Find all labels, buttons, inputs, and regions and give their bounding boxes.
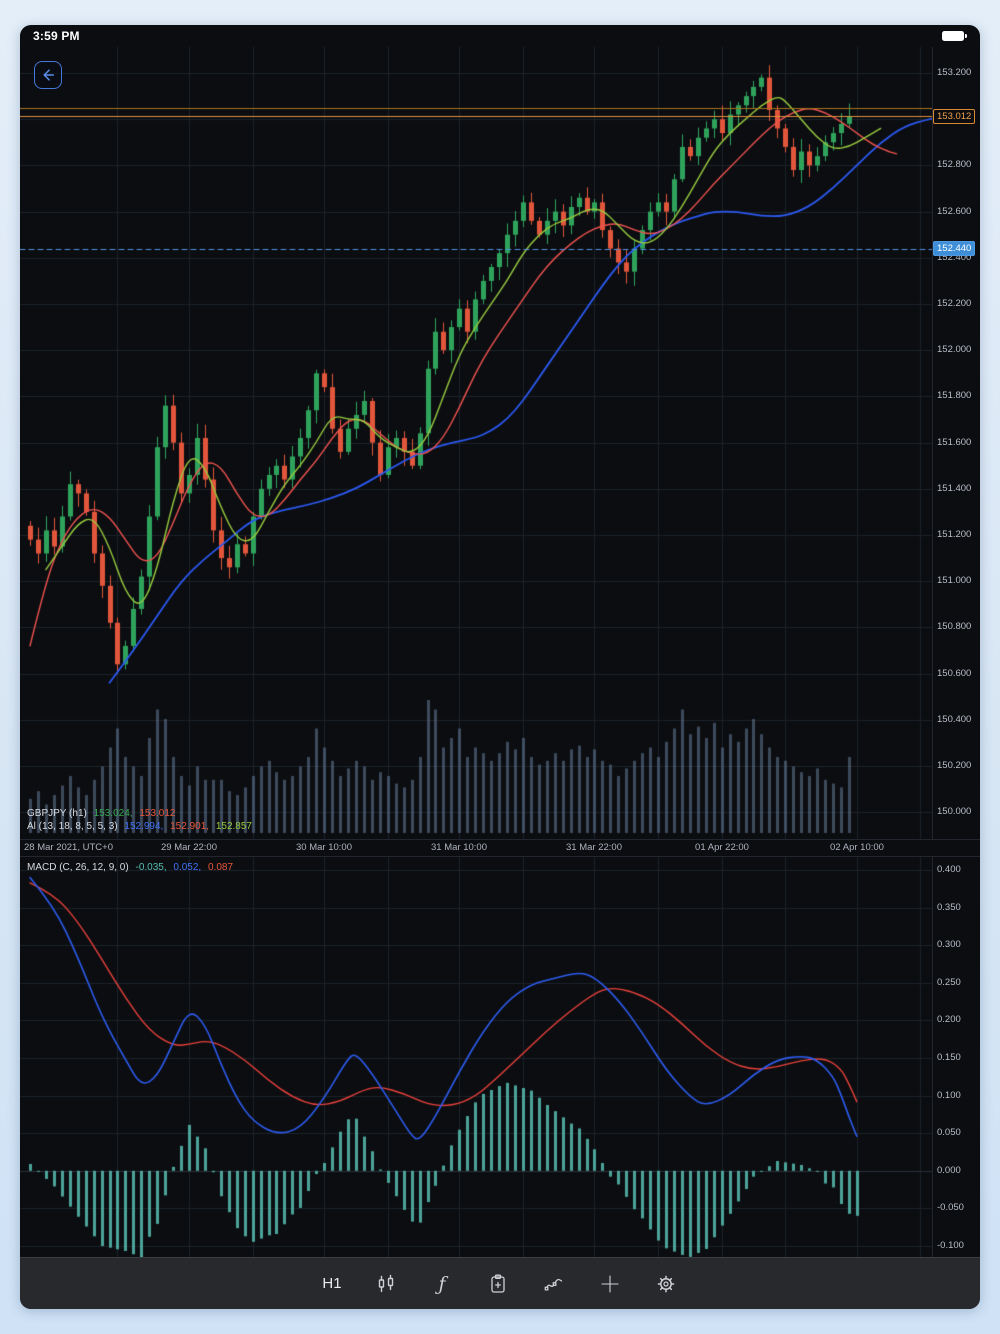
axis-tick-label: 0.400 bbox=[937, 864, 961, 875]
macd-line-value: 0.052, bbox=[173, 862, 202, 873]
axis-tick-label: 150.400 bbox=[937, 713, 972, 725]
macd-hist-value: -0.035, bbox=[135, 862, 167, 873]
main-chart-panel: 153.200153.000152.800152.600152.400152.2… bbox=[20, 47, 980, 839]
alligator-teeth-value: 152.901, bbox=[170, 821, 210, 832]
arrow-left-icon bbox=[43, 69, 54, 81]
price-chart-canvas[interactable] bbox=[20, 47, 932, 839]
axis-tick-label: 150.600 bbox=[937, 667, 972, 679]
gear-icon bbox=[657, 1275, 675, 1292]
macd-label: MACD (C, 26, 12, 9, 0) bbox=[27, 862, 129, 873]
alert-price-badge[interactable]: 152.440 bbox=[933, 241, 976, 256]
symbol-label: GBPJPY (h1) bbox=[27, 808, 87, 819]
axis-tick-label: 0.000 bbox=[937, 1164, 961, 1176]
legend-close-1: 153.024, bbox=[93, 808, 133, 819]
axis-tick-label: 153.200 bbox=[937, 67, 972, 78]
axis-tick-label: 150.000 bbox=[937, 806, 972, 818]
current-price-badge: 153.012 bbox=[933, 109, 976, 124]
legend-close-2: 153.012 bbox=[139, 808, 176, 819]
app-window: 3:59 PM 153.200153.000152.800152.600152.… bbox=[20, 25, 980, 1309]
battery-icon bbox=[942, 31, 967, 41]
candlestick-icon bbox=[378, 1274, 394, 1292]
time-axis-label: 29 Mar 22:00 bbox=[161, 842, 217, 853]
indicators-button[interactable]: ƒ bbox=[425, 1266, 459, 1302]
price-axis[interactable]: 153.200153.000152.800152.600152.400152.2… bbox=[933, 47, 980, 839]
bottom-toolbar: H1 ƒ bbox=[20, 1257, 980, 1309]
alligator-label: Al (13, 18, 8, 5, 5, 3) bbox=[27, 821, 118, 832]
objects-button[interactable] bbox=[481, 1266, 515, 1302]
macd-legend: MACD (C, 26, 12, 9, 0) -0.035, 0.052, 0.… bbox=[27, 862, 233, 873]
symbol-legend: GBPJPY (h1) 153.024, 153.012 Al (13, 18,… bbox=[27, 807, 252, 833]
axis-separator bbox=[932, 857, 933, 1257]
axis-tick-label: 152.000 bbox=[937, 344, 972, 356]
axis-tick-label: 152.800 bbox=[937, 159, 972, 171]
time-axis-label: 30 Mar 10:00 bbox=[296, 842, 352, 853]
axis-tick-label: -0.100 bbox=[937, 1240, 964, 1251]
time-axis-label: 28 Mar 2021, UTC+0 bbox=[24, 842, 113, 853]
axis-tick-label: 150.800 bbox=[937, 621, 972, 633]
axis-tick-label: 151.600 bbox=[937, 436, 972, 448]
axis-tick-label: 151.000 bbox=[937, 575, 972, 587]
axis-tick-label: 152.200 bbox=[937, 298, 972, 309]
axis-separator bbox=[932, 47, 933, 839]
axis-tick-label: -0.050 bbox=[937, 1202, 964, 1214]
time-axis-label: 31 Mar 10:00 bbox=[431, 842, 487, 853]
macd-panel: 0.400 0.350 0.300 0.250 0.200 0.150 0.100 0.050… bbox=[20, 857, 980, 1257]
axis-tick-label: 0.300 bbox=[937, 939, 961, 951]
axis-tick-label: 151.400 bbox=[937, 482, 972, 494]
clipboard-plus-icon bbox=[491, 1274, 505, 1293]
status-time: 3:59 PM bbox=[33, 29, 80, 43]
axis-tick-label: 0.150 bbox=[937, 1052, 961, 1063]
status-bar: 3:59 PM bbox=[20, 25, 980, 47]
axis-tick-label: 0.200 bbox=[937, 1014, 961, 1026]
axis-tick-label: 152.600 bbox=[937, 205, 972, 217]
curve-drawing-icon bbox=[544, 1278, 563, 1290]
axis-tick-label: 151.200 bbox=[937, 529, 972, 540]
time-axis-label: 01 Apr 22:00 bbox=[695, 842, 749, 853]
time-axis[interactable]: 28 Mar 2021, UTC+0 29 Mar 22:00 30 Mar 10:… bbox=[20, 839, 980, 857]
alligator-lips-value: 152.857 bbox=[215, 821, 252, 832]
chart-type-button[interactable] bbox=[369, 1266, 403, 1302]
axis-tick-label: 0.350 bbox=[937, 901, 961, 913]
settings-button[interactable] bbox=[649, 1266, 683, 1302]
axis-tick-label: 0.100 bbox=[937, 1089, 961, 1101]
axis-tick-label: 0.050 bbox=[937, 1127, 961, 1139]
macd-signal-value: 0.087 bbox=[208, 862, 234, 873]
axis-tick-label: 152.400 bbox=[937, 251, 972, 263]
axis-tick-label: 0.250 bbox=[937, 976, 961, 988]
back-button[interactable] bbox=[34, 61, 62, 89]
time-axis-label: 02 Apr 10:00 bbox=[830, 842, 884, 853]
drawings-button[interactable] bbox=[537, 1266, 571, 1302]
macd-value-axis[interactable]: 0.400 0.350 0.300 0.250 0.200 0.150 0.100 0.050… bbox=[933, 857, 980, 1257]
crosshair-button[interactable] bbox=[593, 1266, 627, 1302]
axis-tick-label: 150.200 bbox=[937, 760, 972, 771]
time-axis-label: 31 Mar 22:00 bbox=[566, 842, 622, 853]
timeframe-button[interactable]: H1 bbox=[317, 1266, 347, 1302]
crosshair-icon bbox=[601, 1274, 619, 1293]
alligator-jaw-value: 152.994, bbox=[124, 821, 164, 832]
axis-tick-label: 151.800 bbox=[937, 390, 972, 402]
macd-canvas[interactable] bbox=[20, 857, 932, 1257]
